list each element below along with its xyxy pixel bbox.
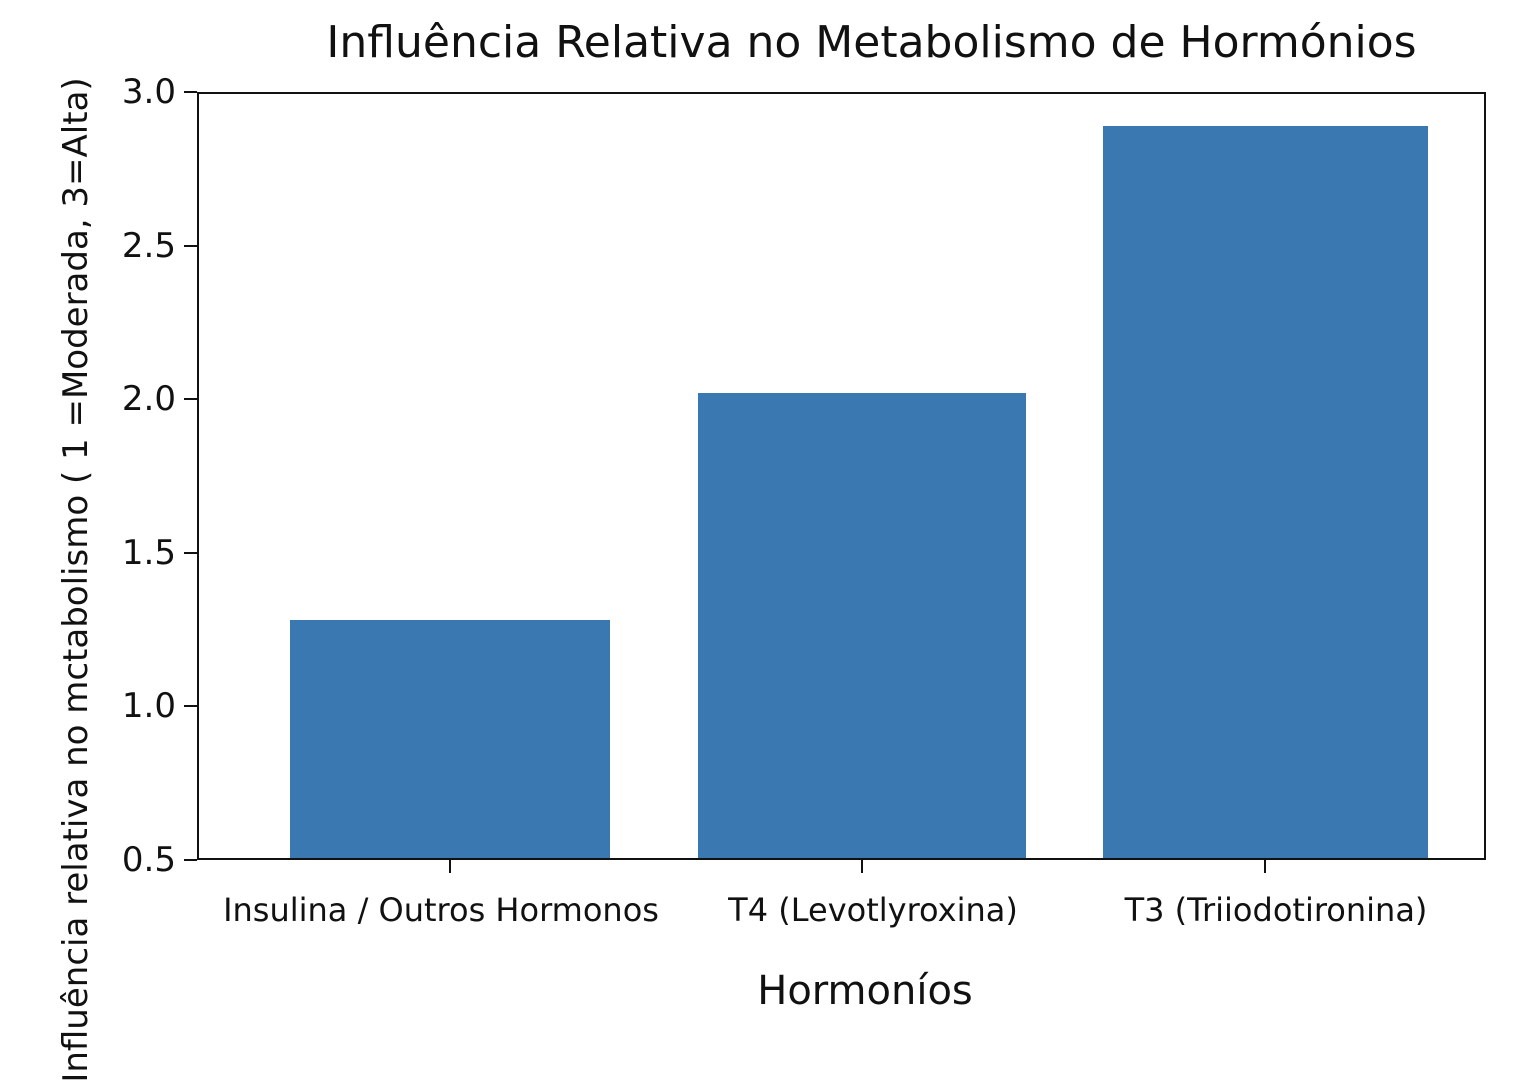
bar xyxy=(698,393,1026,858)
y-tick-mark xyxy=(184,705,197,708)
bar xyxy=(1102,125,1428,858)
x-tick-mark xyxy=(449,860,451,873)
x-tick-label: Insulina / Outros Hormonos xyxy=(223,891,659,929)
bar xyxy=(290,620,610,858)
x-tick-label: T4 (Levotlyroxina) xyxy=(728,891,1018,929)
y-tick-mark xyxy=(184,551,197,554)
x-tick-label: T3 (Triiodotironina) xyxy=(1124,891,1428,929)
y-tick-label: 3.0 xyxy=(121,72,176,112)
x-tick-mark xyxy=(861,860,863,873)
y-tick-mark xyxy=(184,859,197,861)
y-tick-mark xyxy=(184,91,197,93)
chart-title: Influência Relativa no Metabolismo de Ho… xyxy=(326,17,1417,68)
y-tick-mark xyxy=(184,244,197,247)
y-axis-label: Influência relativa no mctabolismo ( 1 =… xyxy=(56,77,96,1083)
y-tick-label: 2.5 xyxy=(121,225,176,266)
y-tick-label: 2.0 xyxy=(121,379,176,420)
y-tick-label: 1.0 xyxy=(121,686,176,727)
y-tick-label: 0.5 xyxy=(121,840,176,880)
y-tick-label: 1.5 xyxy=(121,532,176,573)
plot-area xyxy=(197,92,1486,860)
y-tick-mark xyxy=(184,398,197,401)
x-axis-label: Hormoníos xyxy=(757,968,973,1014)
x-tick-mark xyxy=(1264,860,1266,873)
